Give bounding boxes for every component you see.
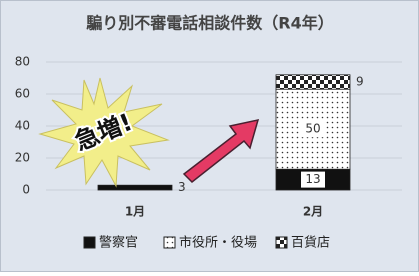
y-tick-label: 20 <box>15 151 30 165</box>
x-tick-label: 1月 <box>125 205 145 219</box>
data-label: 13 <box>305 172 320 186</box>
legend-label: 百貨店 <box>291 235 330 251</box>
y-tick-label: 0 <box>22 183 30 197</box>
data-label: 3 <box>178 180 186 194</box>
data-label: 9 <box>356 75 364 89</box>
legend-label: 市役所・役場 <box>179 235 257 251</box>
bar-segment <box>276 75 350 89</box>
legend-label: 警察官 <box>99 235 138 251</box>
legend-swatch <box>276 237 287 248</box>
bar-segment <box>98 185 172 190</box>
data-label: 50 <box>305 122 320 136</box>
legend-swatch <box>84 237 95 248</box>
y-tick-label: 80 <box>15 55 30 69</box>
y-tick-label: 40 <box>15 119 30 133</box>
chart: 騙り別不審電話相談件数（R4年） 0204060801月32月13509 急増!… <box>0 0 419 272</box>
chart-title: 騙り別不審電話相談件数（R4年） <box>86 14 333 33</box>
y-tick-label: 60 <box>15 87 30 101</box>
x-tick-label: 2月 <box>303 205 323 219</box>
legend-swatch <box>164 237 175 248</box>
